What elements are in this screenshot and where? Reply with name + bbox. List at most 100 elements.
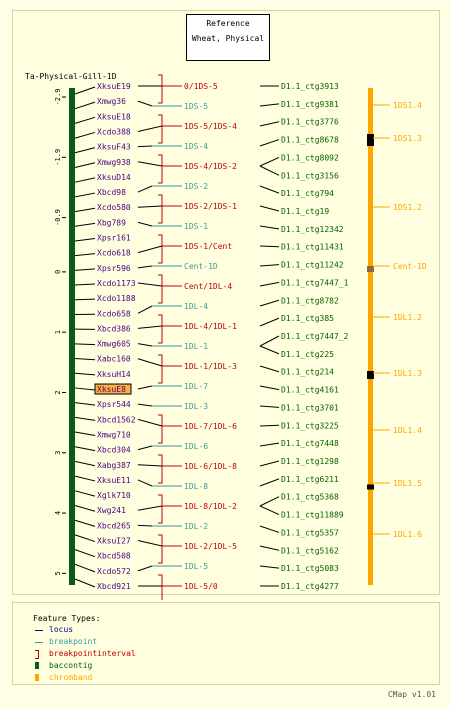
breakpoint-label[interactable]: 1DL-6 [184, 442, 208, 451]
locus-label[interactable]: Xbcd265 [97, 521, 131, 530]
breakpoint-label[interactable]: 1DL-8 [184, 482, 208, 491]
chromband-label[interactable]: 1DS1.3 [393, 134, 422, 143]
breakpoint-interval-label[interactable]: 1DL-6/1DL-8 [184, 462, 237, 471]
locus-label[interactable]: Xbcd304 [97, 446, 131, 455]
contig-label[interactable]: D1.1_ctg4277 [281, 582, 339, 591]
contig-label[interactable]: D1.1_ctg11242 [281, 261, 344, 270]
breakpoint-label[interactable]: 1DS-4 [184, 142, 208, 151]
contig-label[interactable]: D1.1_ctg3913 [281, 82, 339, 91]
locus-label[interactable]: XksuE11 [97, 476, 131, 485]
locus-label[interactable]: Xcdo1188 [97, 294, 136, 303]
locus-label[interactable]: XksuE8 [97, 385, 126, 394]
breakpoint-interval-label[interactable]: 1DL-1/1DL-3 [184, 362, 237, 371]
contig-label[interactable]: D1.1_ctg9381 [281, 100, 339, 109]
contig-label[interactable]: D1.1_ctg12342 [281, 225, 344, 234]
breakpoint-interval-label[interactable]: 1DL-8/1DL-2 [184, 502, 237, 511]
chromband-label[interactable]: 1DS1.2 [393, 203, 422, 212]
locus-label[interactable]: Xpsr161 [97, 234, 131, 243]
locus-label[interactable]: XksuF43 [97, 143, 131, 152]
contig-label[interactable]: D1.1_ctg19 [281, 207, 329, 216]
locus-label[interactable]: Xabc160 [97, 355, 131, 364]
locus-label[interactable]: Xmwg605 [97, 340, 131, 349]
contig-label[interactable]: D1.1_ctg214 [281, 368, 334, 377]
locus-label[interactable]: Xmwg938 [97, 158, 131, 167]
contig-label[interactable]: D1.1_ctg3225 [281, 421, 339, 430]
locus-label[interactable]: Xmwg710 [97, 430, 131, 439]
locus-label[interactable]: Xmwg36 [97, 97, 126, 106]
chromband-label[interactable]: 1DS1.4 [393, 101, 422, 110]
locus-label[interactable]: Xbcd98 [97, 188, 126, 197]
breakpoint-interval-label[interactable]: 1DS-2/1DS-1 [184, 202, 237, 211]
contig-label[interactable]: D1.1_ctg794 [281, 189, 334, 198]
breakpoint-interval-label[interactable]: 1DL-5/0 [184, 582, 218, 591]
contig-label[interactable]: D1.1_ctg5368 [281, 493, 339, 502]
contig-label[interactable]: D1.1_ctg385 [281, 314, 334, 323]
contig-label[interactable]: D1.1_ctg3776 [281, 118, 339, 127]
breakpoint-interval-label[interactable]: 1DL-4/1DL-1 [184, 322, 237, 331]
breakpoint-interval-label[interactable]: 1DL-2/1DL-5 [184, 542, 237, 551]
locus-label[interactable]: XksuI27 [97, 537, 131, 546]
locus-label[interactable]: Xabg387 [97, 461, 131, 470]
contig-label[interactable]: D1.1_ctg8678 [281, 136, 339, 145]
contig-label[interactable]: D1.1_ctg11431 [281, 243, 344, 252]
locus-label[interactable]: Xpsr596 [97, 264, 131, 273]
locus-label[interactable]: Xbcd1562 [97, 415, 136, 424]
chromband-label[interactable]: 1DL1.5 [393, 479, 422, 488]
reference-chromosome-bar[interactable] [69, 88, 75, 585]
breakpoint-label[interactable]: 1DL-5 [184, 562, 208, 571]
breakpoint-label[interactable]: 1DS-1 [184, 222, 208, 231]
locus-label[interactable]: XksuE19 [97, 82, 131, 91]
breakpoint-label[interactable]: 1DS-5 [184, 102, 208, 111]
breakpoint-label[interactable]: 1DL-1 [184, 342, 208, 351]
breakpoint-label[interactable]: Cent-1D [184, 262, 218, 271]
breakpoint-label[interactable]: 1DL-2 [184, 522, 208, 531]
chromband-label[interactable]: 1DL1.2 [393, 313, 422, 322]
locus-label[interactable]: XksuD14 [97, 173, 131, 182]
breakpoint-interval-label[interactable]: Cent/1DL-4 [184, 282, 232, 291]
breakpoint-interval-label[interactable]: 1DS-5/1DS-4 [184, 122, 237, 131]
chromband-label[interactable]: 1DL1.4 [393, 426, 422, 435]
breakpoint-interval-label[interactable]: 1DS-1/Cent [184, 242, 232, 251]
contig-label[interactable]: D1.1_ctg3156 [281, 171, 339, 180]
locus-label[interactable]: Xbcd921 [97, 582, 131, 591]
contig-label[interactable]: D1.1_ctg225 [281, 350, 334, 359]
contig-label[interactable]: D1.1_ctg7447_2 [281, 332, 349, 341]
contig-label[interactable]: D1.1_ctg1298 [281, 457, 339, 466]
locus-label[interactable]: Xbcd386 [97, 324, 131, 333]
breakpoint-interval-label[interactable]: 0/1DS-5 [184, 82, 218, 91]
contig-label[interactable]: D1.1_ctg8782 [281, 296, 339, 305]
chromband-label[interactable]: 1DL1.3 [393, 369, 422, 378]
contig-label[interactable]: D1.1_ctg5162 [281, 546, 339, 555]
breakpoint-label[interactable]: 1DL-3 [184, 402, 208, 411]
breakpoint-label[interactable]: 1DL-4 [184, 302, 208, 311]
locus-label[interactable]: Xglk710 [97, 491, 131, 500]
breakpoint-label[interactable]: 1DS-2 [184, 182, 208, 191]
contig-label[interactable]: D1.1_ctg5083 [281, 564, 339, 573]
locus-label[interactable]: Xcdo580 [97, 203, 131, 212]
locus-label[interactable]: Xcdo1173 [97, 279, 136, 288]
contig-label[interactable]: D1.1_ctg11889 [281, 511, 344, 520]
contig-label[interactable]: D1.1_ctg6211 [281, 475, 339, 484]
breakpoint-interval-label[interactable]: 1DL-7/1DL-6 [184, 422, 237, 431]
locus-label[interactable]: Xcdo572 [97, 567, 131, 576]
locus-highlight-box[interactable] [94, 383, 132, 395]
chromband-label[interactable]: 1DL1.6 [393, 530, 422, 539]
locus-label[interactable]: Xbg789 [97, 218, 126, 227]
contig-label[interactable]: D1.1_ctg3701 [281, 403, 339, 412]
locus-label[interactable]: Xcdo618 [97, 249, 131, 258]
locus-label[interactable]: XksuH14 [97, 370, 131, 379]
contig-label[interactable]: D1.1_ctg5357 [281, 528, 339, 537]
breakpoint-label[interactable]: 1DL-7 [184, 382, 208, 391]
locus-label[interactable]: Xwg241 [97, 506, 126, 515]
locus-label[interactable]: Xpsr544 [97, 400, 131, 409]
breakpoint-interval-label[interactable]: 1DS-4/1DS-2 [184, 162, 237, 171]
contig-label[interactable]: D1.1_ctg7448 [281, 439, 339, 448]
contig-label[interactable]: D1.1_ctg4161 [281, 386, 339, 395]
chromband-bar[interactable] [368, 88, 373, 585]
contig-label[interactable]: D1.1_ctg7447_1 [281, 278, 349, 287]
chromband-label[interactable]: Cent-1D [393, 262, 427, 271]
locus-label[interactable]: Xcdo388 [97, 127, 131, 136]
locus-label[interactable]: XksuE18 [97, 112, 131, 121]
locus-label[interactable]: Xcdo658 [97, 309, 131, 318]
contig-label[interactable]: D1.1_ctg8092 [281, 153, 339, 162]
